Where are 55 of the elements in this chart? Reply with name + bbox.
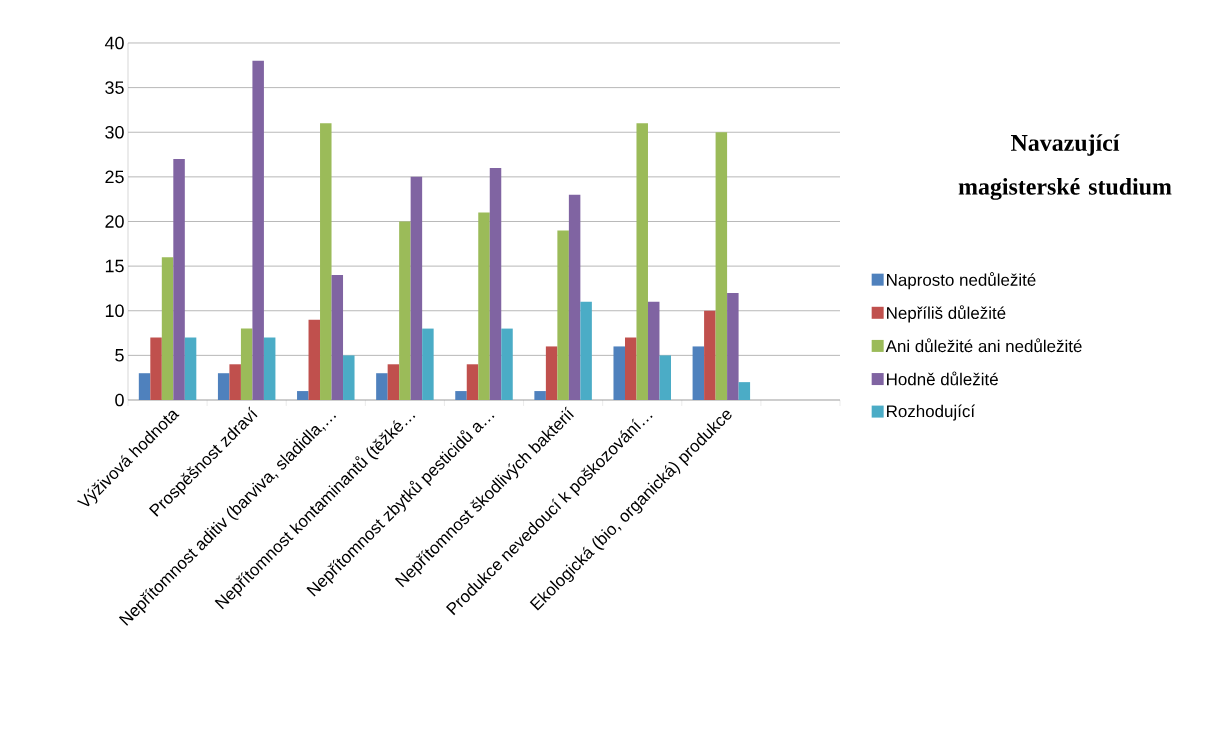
bar xyxy=(501,328,513,400)
bar xyxy=(399,221,411,400)
bar xyxy=(704,310,716,400)
y-tick-label: 20 xyxy=(105,215,124,228)
bar xyxy=(647,301,660,400)
bar xyxy=(738,382,751,400)
y-tick-label: 40 xyxy=(104,36,124,50)
bar xyxy=(659,355,671,400)
legend-label: Ani důležité ani nedůležité xyxy=(885,338,1082,353)
legend-label: Hodně důležité xyxy=(887,371,998,386)
bar xyxy=(489,167,502,400)
bar xyxy=(410,176,423,400)
bar xyxy=(455,391,467,400)
bar xyxy=(320,123,332,400)
bar xyxy=(263,337,276,400)
bar xyxy=(308,319,321,400)
bar xyxy=(466,364,479,400)
bar xyxy=(343,355,355,400)
bar xyxy=(229,364,241,400)
bar xyxy=(534,391,546,400)
bar xyxy=(636,123,648,400)
y-tick-label: 35 xyxy=(105,81,124,94)
legend-label: Naprosto nedůležité xyxy=(887,272,1036,290)
bar xyxy=(150,337,162,400)
bar xyxy=(376,373,388,400)
bar xyxy=(240,328,253,400)
bar xyxy=(545,346,558,400)
bar xyxy=(715,132,728,400)
y-tick-label: 25 xyxy=(105,170,124,184)
bar xyxy=(217,373,230,400)
bar xyxy=(297,391,309,400)
bar xyxy=(568,194,581,400)
bar xyxy=(387,364,400,400)
y-tick-label: 30 xyxy=(105,125,124,139)
legend-label: Nepříliš důležité xyxy=(887,305,1006,323)
legend-label: Rozhodující xyxy=(887,404,975,421)
y-tick-label: 0 xyxy=(115,393,124,407)
bar xyxy=(252,60,264,400)
bar xyxy=(727,292,739,400)
bar xyxy=(184,337,197,400)
bar xyxy=(557,230,569,400)
bar xyxy=(138,373,151,400)
bar xyxy=(173,159,185,400)
bar xyxy=(161,257,174,400)
bar xyxy=(331,275,344,400)
bar xyxy=(478,212,490,400)
bar xyxy=(422,328,434,400)
bar xyxy=(580,301,592,400)
y-tick-label: 15 xyxy=(105,259,124,273)
bar xyxy=(692,346,705,400)
bar xyxy=(624,337,637,400)
bar xyxy=(613,346,625,400)
y-tick-label: 10 xyxy=(105,304,124,318)
text: Navazující magisterské studium xyxy=(958,134,1172,200)
y-tick-label: 5 xyxy=(115,349,124,362)
